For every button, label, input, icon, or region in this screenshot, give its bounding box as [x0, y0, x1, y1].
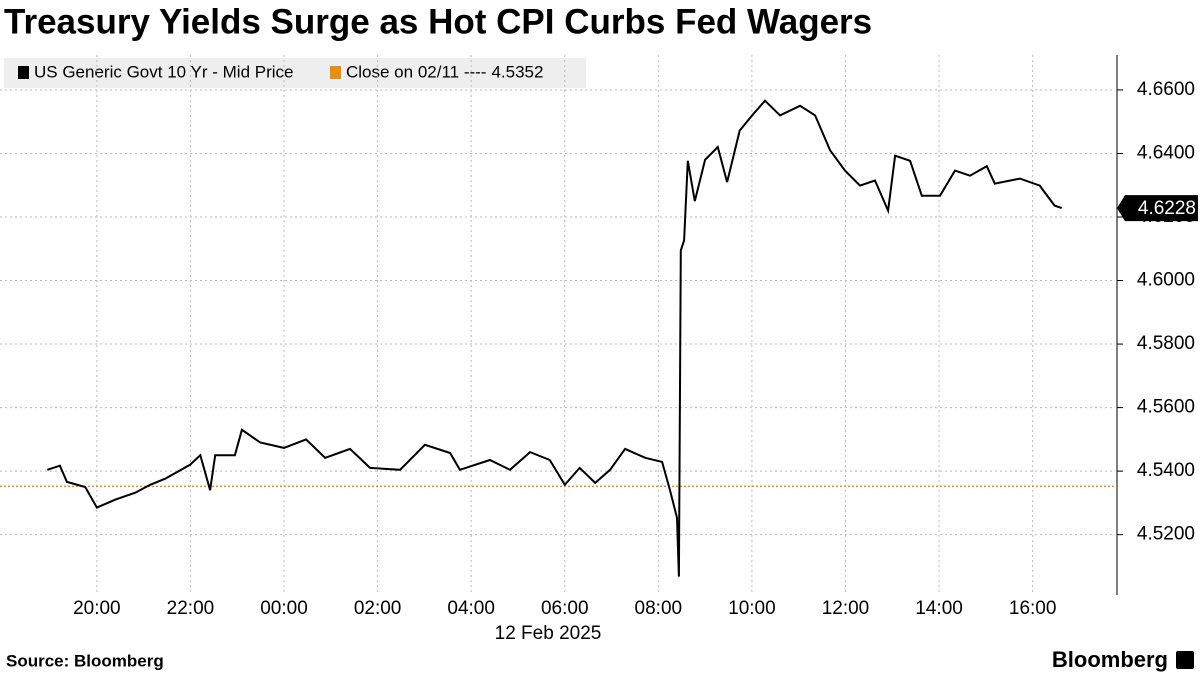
x-axis-label: 12 Feb 2025: [495, 623, 602, 644]
y-tick-label: 4.5800: [1137, 333, 1195, 354]
legend-box: [4, 58, 586, 88]
x-tick-label: 20:00: [73, 598, 121, 619]
y-tick-label: 4.5400: [1137, 460, 1195, 481]
x-tick-label: 04:00: [447, 598, 495, 619]
y-tick-label: 4.6000: [1137, 270, 1195, 291]
x-tick-label: 08:00: [635, 598, 683, 619]
legend-swatch: [18, 66, 29, 79]
x-tick-label: 02:00: [354, 598, 402, 619]
y-tick-label: 4.5200: [1137, 524, 1195, 545]
x-tick-label: 10:00: [728, 598, 776, 619]
legend-swatch: [330, 66, 341, 79]
x-tick-label: 14:00: [915, 598, 963, 619]
x-tick-label: 06:00: [541, 598, 589, 619]
legend-value: 4.5352: [491, 62, 543, 81]
y-tick-label: 4.5600: [1137, 397, 1195, 418]
x-tick-label: 12:00: [822, 598, 870, 619]
chart-title: Treasury Yields Surge as Hot CPI Curbs F…: [4, 2, 872, 41]
series-line: [46, 99, 1063, 577]
x-tick-label: 00:00: [260, 598, 308, 619]
y-tick-label: 4.6600: [1137, 79, 1195, 100]
x-tick-label: 16:00: [1009, 598, 1057, 619]
x-tick-label: 22:00: [167, 598, 215, 619]
legend-label: Close on 02/11 ----: [346, 62, 486, 81]
last-value-label: 4.6228: [1138, 198, 1196, 219]
y-tick-label: 4.6400: [1137, 142, 1195, 163]
last-value-box: [1117, 195, 1198, 222]
legend-label: US Generic Govt 10 Yr - Mid Price: [34, 62, 294, 81]
brand-icon: [1176, 651, 1194, 669]
brand: Bloomberg: [1052, 647, 1168, 672]
source: Source: Bloomberg: [6, 651, 164, 670]
